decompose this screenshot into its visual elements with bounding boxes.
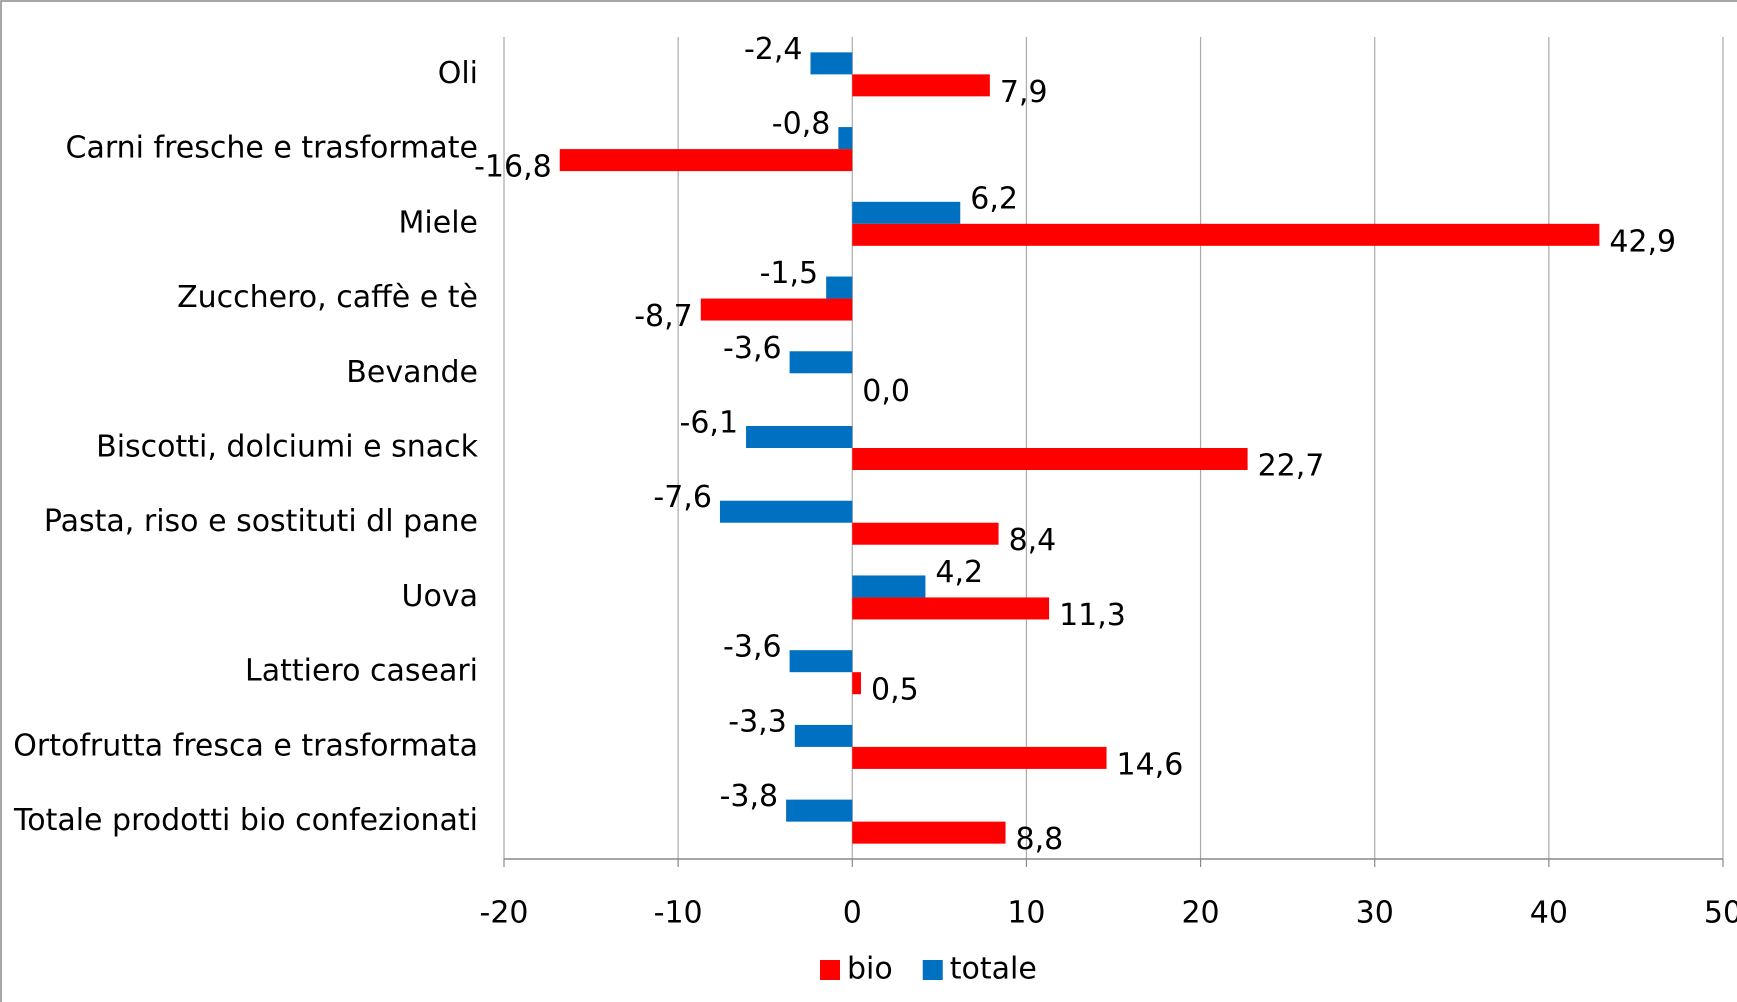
bar — [852, 74, 990, 97]
data-label: -3,3 — [728, 704, 787, 739]
y-tick-label: Oli — [438, 56, 478, 91]
data-label: 0,5 — [871, 673, 919, 708]
y-tick-label: Bevande — [346, 355, 478, 390]
y-tick-label: Carni fresche e trasformate — [66, 131, 479, 166]
data-label: 8,8 — [1016, 822, 1064, 857]
bar — [794, 724, 853, 747]
data-label: 22,7 — [1258, 449, 1325, 484]
x-tick-label: 10 — [1007, 896, 1045, 931]
bar — [852, 223, 1600, 246]
bar — [559, 149, 853, 172]
data-label: 8,4 — [1009, 523, 1057, 558]
legend-swatch — [922, 960, 943, 980]
data-label: -3,6 — [723, 630, 782, 665]
bar — [852, 672, 861, 695]
bar — [700, 298, 853, 321]
y-tick-label: Miele — [399, 205, 478, 240]
data-label: 14,6 — [1117, 747, 1184, 782]
bar — [852, 201, 961, 224]
bar — [789, 650, 853, 673]
data-label: -2,4 — [744, 32, 803, 67]
bar — [852, 448, 1248, 470]
bar — [852, 821, 1006, 844]
x-tick-label: 30 — [1356, 896, 1394, 931]
data-label: -1,5 — [760, 256, 819, 291]
y-tick-label: Biscotti, dolciumi e snack — [96, 430, 479, 465]
bar — [852, 597, 1050, 620]
legend-label: bio — [847, 952, 893, 987]
bar — [852, 746, 1107, 769]
y-tick-label: Uova — [402, 579, 478, 614]
bar — [719, 500, 853, 523]
y-tick-label: Pasta, riso e sostituti dl pane — [44, 504, 478, 539]
y-tick-label: Totale prodotti bio confezionati — [13, 803, 478, 838]
data-label: -3,6 — [723, 331, 782, 366]
legend-swatch — [820, 960, 840, 980]
data-label: 6,2 — [970, 181, 1018, 216]
x-tick-label: 50 — [1704, 896, 1737, 931]
bar — [810, 52, 853, 75]
data-label: -6,1 — [680, 406, 739, 441]
x-tick-label: 20 — [1181, 896, 1219, 931]
data-label: -0,8 — [772, 107, 831, 142]
x-tick-label: 0 — [843, 896, 862, 931]
data-label: -8,7 — [634, 299, 693, 334]
data-label: 4,2 — [935, 555, 983, 590]
data-label: -3,8 — [720, 779, 779, 814]
bar — [786, 799, 853, 822]
bar — [746, 426, 853, 448]
legend-label: totale — [950, 952, 1037, 987]
bar — [838, 127, 853, 150]
data-label: 7,9 — [1000, 75, 1048, 110]
y-tick-label: Zucchero, caffè e tè — [177, 280, 478, 315]
data-label: 0,0 — [862, 374, 910, 409]
data-label: 11,3 — [1059, 598, 1126, 633]
y-tick-label: Lattiero caseari — [245, 654, 478, 689]
data-label: 42,9 — [1609, 224, 1676, 259]
x-tick-label: -10 — [654, 896, 703, 931]
data-label: -16,8 — [474, 150, 552, 185]
bar — [789, 351, 853, 374]
bar — [826, 276, 853, 299]
bar — [852, 522, 999, 545]
y-tick-label: Ortofrutta fresca e trasformata — [13, 728, 478, 763]
data-label: -7,6 — [653, 480, 712, 515]
x-tick-label: -20 — [480, 896, 529, 931]
x-tick-label: 40 — [1530, 896, 1568, 931]
bar — [852, 575, 926, 598]
